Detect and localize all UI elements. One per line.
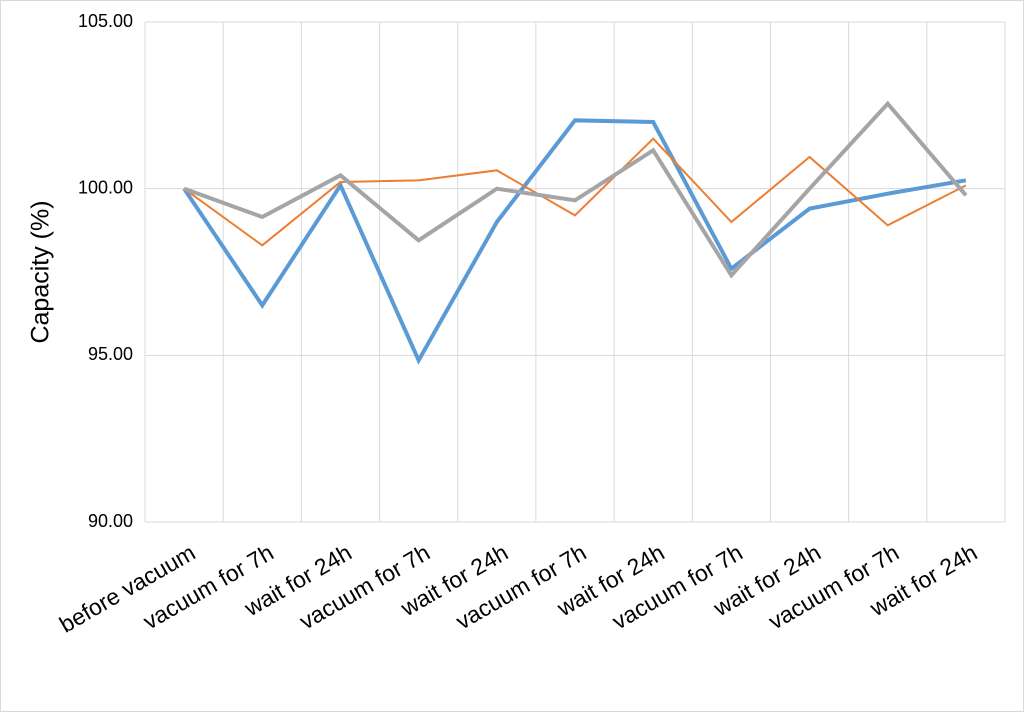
y-axis-label: Capacity (%) — [27, 200, 55, 343]
y-tick-label: 90.00 — [88, 511, 133, 531]
data-line — [182, 118, 967, 365]
y-tick-label: 95.00 — [88, 344, 133, 364]
data-line — [183, 100, 968, 279]
y-tick-label: 105.00 — [78, 11, 133, 31]
y-tick-label: 100.00 — [78, 177, 133, 197]
data-line — [183, 137, 967, 247]
